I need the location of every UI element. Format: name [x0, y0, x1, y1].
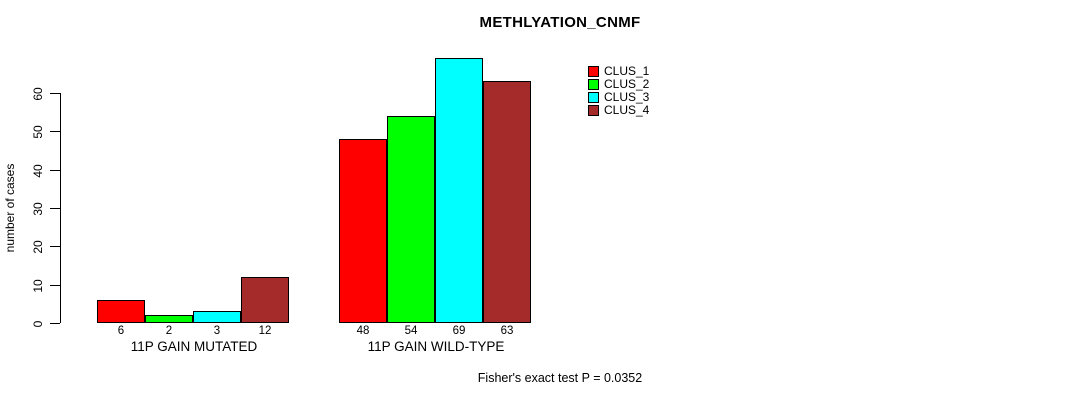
bar-clus_1-mutated	[97, 300, 145, 323]
bar-value-label: 63	[500, 325, 514, 337]
y-axis-tick-label: 30	[31, 201, 45, 216]
stat-annotation: Fisher's exact test P = 0.0352	[477, 371, 643, 385]
x-category-label-mutated: 11P GAIN MUTATED	[130, 339, 258, 354]
legend-row-clus-4: CLUS_4	[588, 104, 649, 117]
y-axis-tick-label: 60	[31, 86, 45, 101]
x-category-label-wildtype: 11P GAIN WILD-TYPE	[367, 339, 505, 354]
y-axis-tick	[50, 131, 60, 132]
y-axis-tick-label: 40	[31, 163, 45, 178]
bar-clus_2-mutated	[145, 315, 193, 323]
chart-title: METHLYATION_CNMF	[479, 14, 641, 31]
bar-clus_1-wildtype	[339, 139, 387, 323]
legend-row-clus-3: CLUS_3	[588, 91, 649, 104]
legend-swatch-clus-3-icon	[588, 92, 599, 103]
legend-swatch-clus-4-icon	[588, 105, 599, 116]
bar-clus_4-wildtype	[483, 81, 531, 323]
bar-value-label: 54	[404, 325, 418, 337]
bar-value-label: 3	[213, 325, 221, 337]
y-axis-line	[60, 93, 61, 323]
legend-row-clus-2: CLUS_2	[588, 78, 649, 91]
bar-value-label: 12	[258, 325, 272, 337]
y-axis-tick-label: 10	[31, 278, 45, 293]
legend-row-clus-1: CLUS_1	[588, 65, 649, 78]
legend-label-clus-2: CLUS_2	[604, 77, 650, 91]
y-axis-tick-label: 20	[31, 239, 45, 254]
legend: CLUS_1 CLUS_2 CLUS_3 CLUS_4	[588, 65, 649, 117]
y-axis-tick	[50, 170, 60, 171]
legend-swatch-clus-2-icon	[588, 79, 599, 90]
legend-label-clus-3: CLUS_3	[604, 90, 650, 104]
bar-value-label: 48	[356, 325, 370, 337]
bar-clus_3-mutated	[193, 311, 241, 323]
bar-value-label: 2	[165, 325, 173, 337]
bar-clus_3-wildtype	[435, 58, 483, 323]
y-axis-tick-label: 0	[31, 320, 45, 327]
y-axis-tick-label: 50	[31, 124, 45, 139]
y-axis-tick	[50, 323, 60, 324]
legend-swatch-clus-1-icon	[588, 66, 599, 77]
bar-value-label: 69	[452, 325, 466, 337]
legend-label-clus-1: CLUS_1	[604, 64, 650, 78]
y-axis-tick	[50, 93, 60, 94]
bar-clus_4-mutated	[241, 277, 289, 323]
y-axis-tick	[50, 208, 60, 209]
bar-clus_2-wildtype	[387, 116, 435, 323]
y-axis-tick	[50, 246, 60, 247]
legend-label-clus-4: CLUS_4	[604, 103, 650, 117]
y-axis-label: number of cases	[3, 163, 17, 253]
bar-value-label: 6	[117, 325, 125, 337]
y-axis-tick	[50, 285, 60, 286]
